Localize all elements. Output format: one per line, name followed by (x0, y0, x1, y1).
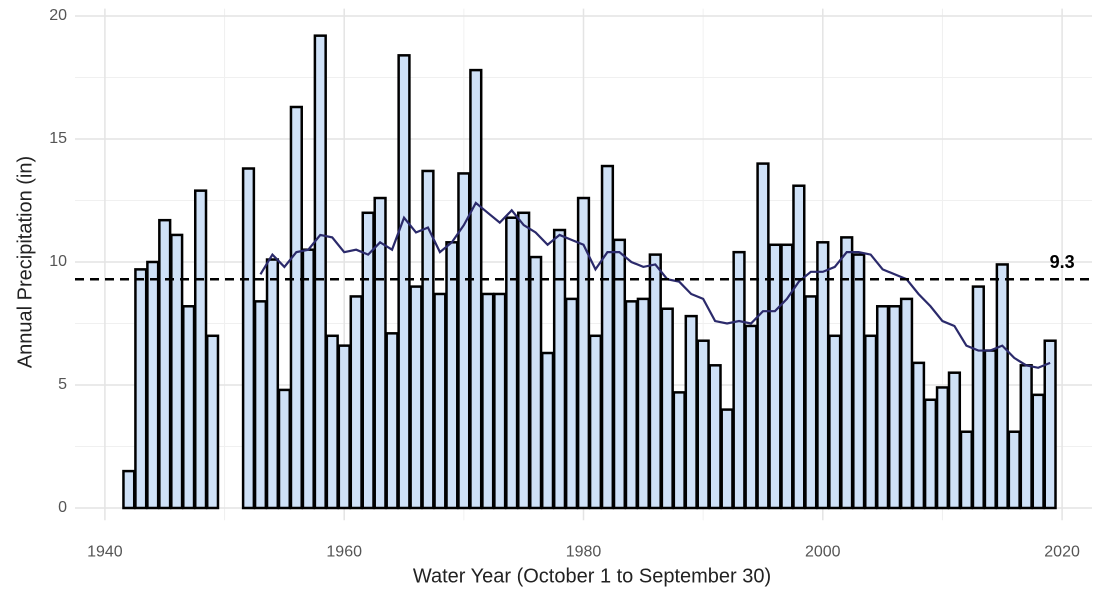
bar (193, 189, 208, 510)
bar (780, 243, 794, 510)
bar (134, 268, 148, 510)
bar (875, 305, 890, 510)
bar (852, 253, 866, 510)
bar (158, 218, 172, 510)
bar (684, 314, 698, 510)
bar (205, 334, 220, 510)
reference-label: 9.3 (1050, 252, 1075, 272)
bar (325, 334, 339, 510)
bar (517, 211, 531, 510)
bar (864, 334, 878, 510)
bar (385, 332, 399, 510)
bar (1043, 339, 1057, 510)
x-tick-label: 2020 (1044, 544, 1080, 561)
bar (421, 169, 435, 510)
bar (170, 233, 184, 510)
bar (253, 300, 268, 510)
y-tick-label: 10 (49, 253, 67, 270)
bar (732, 250, 746, 510)
bar (995, 263, 1009, 510)
bar (289, 105, 303, 510)
bar (624, 300, 638, 510)
bar (182, 305, 196, 510)
bar (529, 255, 543, 510)
bar (935, 386, 950, 510)
bar (696, 339, 710, 510)
bar (672, 391, 686, 510)
trend-line (259, 201, 1051, 369)
bar (361, 211, 375, 510)
bar (241, 167, 256, 510)
bar (493, 292, 507, 510)
bar (552, 228, 567, 510)
x-tick-label: 1980 (566, 544, 602, 561)
bar (564, 297, 579, 510)
x-tick-label: 2000 (805, 544, 841, 561)
y-axis-title: Annual Precipitation (in) (14, 156, 36, 368)
bar (337, 344, 351, 510)
bar (648, 253, 662, 510)
bar (899, 297, 914, 510)
bar (720, 408, 734, 510)
bar (469, 68, 483, 510)
bar (923, 398, 938, 510)
bar (445, 241, 459, 510)
bar (660, 307, 674, 510)
bar (804, 295, 818, 510)
y-tick-label: 15 (49, 130, 67, 147)
bar (768, 243, 782, 510)
bar (1007, 430, 1021, 510)
bar (756, 162, 770, 510)
bar (816, 241, 830, 510)
x-tick-label: 1940 (87, 544, 123, 561)
bar (744, 324, 758, 510)
bar (481, 292, 495, 510)
y-tick-label: 5 (58, 376, 67, 393)
bar (433, 292, 447, 510)
bar (265, 258, 280, 510)
bar (983, 349, 997, 510)
bar (911, 361, 926, 510)
bar (792, 184, 806, 510)
bar (122, 469, 136, 510)
bar (301, 248, 315, 510)
bar (708, 364, 722, 510)
x-tick-label: 1960 (326, 544, 362, 561)
bar (349, 295, 363, 510)
bar (397, 54, 411, 510)
bar (959, 430, 974, 510)
bar (409, 285, 423, 510)
bar (947, 371, 962, 510)
bar (971, 285, 985, 510)
bar (313, 34, 327, 510)
bar (887, 305, 902, 510)
bar (600, 164, 615, 510)
bar (1019, 364, 1033, 510)
bar (636, 297, 650, 510)
bar (828, 334, 842, 510)
x-axis-title: Water Year (October 1 to September 30) (413, 565, 771, 587)
y-tick-label: 0 (58, 499, 67, 516)
bar (146, 260, 160, 510)
y-tick-label: 20 (49, 7, 67, 24)
bar (277, 388, 292, 510)
bar (540, 351, 555, 510)
bar (1031, 393, 1045, 510)
bar (588, 334, 603, 510)
bar (505, 216, 519, 510)
